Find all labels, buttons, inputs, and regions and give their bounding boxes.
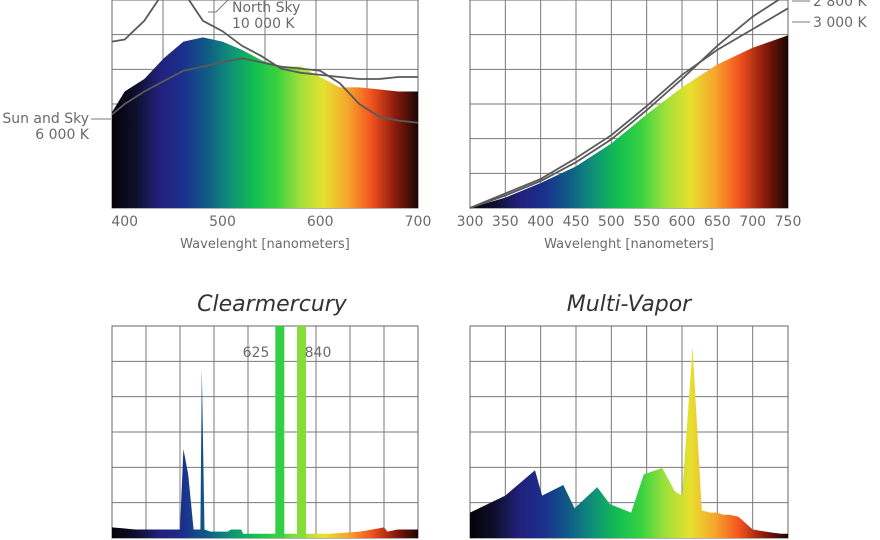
- north-sky-label: North Sky: [232, 0, 300, 16]
- x-tick-label: 400: [111, 214, 138, 230]
- chart-multivapor: Multi-Vapor: [469, 292, 789, 539]
- x-tick-label: 450: [563, 214, 590, 230]
- curve-sun-and-sky-6-000-k: [111, 57, 419, 124]
- x-tick-label: 700: [405, 214, 432, 230]
- north-sky-temp: 10 000 K: [232, 16, 295, 32]
- x-tick-label: 600: [307, 214, 334, 230]
- x-tick-label: 650: [704, 214, 731, 230]
- sun-sky-label: Sun and Sky: [2, 111, 89, 127]
- x-tick-label: 300: [457, 214, 484, 230]
- chart-incandescent-curves: [469, 0, 789, 209]
- k3000-label: 3 000 K: [813, 15, 868, 31]
- curve-north-sky-10-000-k: [111, 0, 418, 80]
- chart-daylight-xlabel: Wavelenght [nanometers]: [180, 237, 350, 252]
- spectrum-area: [112, 368, 418, 538]
- chart-incandescent-spectrum: [470, 35, 788, 209]
- peak-label-840: 840: [305, 345, 332, 361]
- curve-3-000-k: [469, 7, 789, 209]
- x-tick-label: 500: [209, 214, 236, 230]
- chart-incandescent: 300 350 400 450 500 550 600 650 700 750 Wavelengh…: [457, 0, 868, 252]
- chart-clearmercury-spectrum: [112, 368, 418, 538]
- x-tick-label: 400: [527, 214, 554, 230]
- x-tick-label: 550: [633, 214, 660, 230]
- curve-2-800-k: [469, 0, 781, 209]
- x-tick-label: 700: [739, 214, 766, 230]
- north-sky-leader: [208, 0, 229, 13]
- chart-incandescent-ticks: 300 350 400 450 500 550 600 650 700 750: [457, 214, 802, 230]
- chart-clearmercury: Clearmercury 625 840: [111, 292, 419, 539]
- k2800-label: 2 800 K: [813, 0, 868, 10]
- peak-label-625: 625: [243, 345, 270, 361]
- chart-clearmercury-peaks: [275, 326, 306, 538]
- chart-multivapor-spectrum: [470, 347, 788, 538]
- x-tick-label: 350: [492, 214, 519, 230]
- x-tick-label: 750: [775, 214, 802, 230]
- spectrum-area: [470, 347, 788, 538]
- spectral-peak: [275, 326, 285, 538]
- sun-sky-temp: 6 000 K: [35, 127, 90, 143]
- spectrum-area: [112, 37, 418, 209]
- chart-daylight-curves: [111, 0, 419, 124]
- spectrum-area: [470, 35, 788, 209]
- chart-incandescent-xlabel: Wavelenght [nanometers]: [544, 237, 714, 252]
- chart-multivapor-title: Multi-Vapor: [567, 292, 693, 317]
- chart-daylight-ticks: 400 500 600 700: [111, 214, 431, 230]
- chart-daylight: 400 500 600 700 Wavelenght [nanometers] Nor…: [2, 0, 431, 252]
- chart-daylight-spectrum: [112, 37, 418, 209]
- x-tick-label: 600: [669, 214, 696, 230]
- x-tick-label: 500: [598, 214, 625, 230]
- spectral-peak: [297, 326, 306, 538]
- chart-clearmercury-title: Clearmercury: [197, 292, 348, 317]
